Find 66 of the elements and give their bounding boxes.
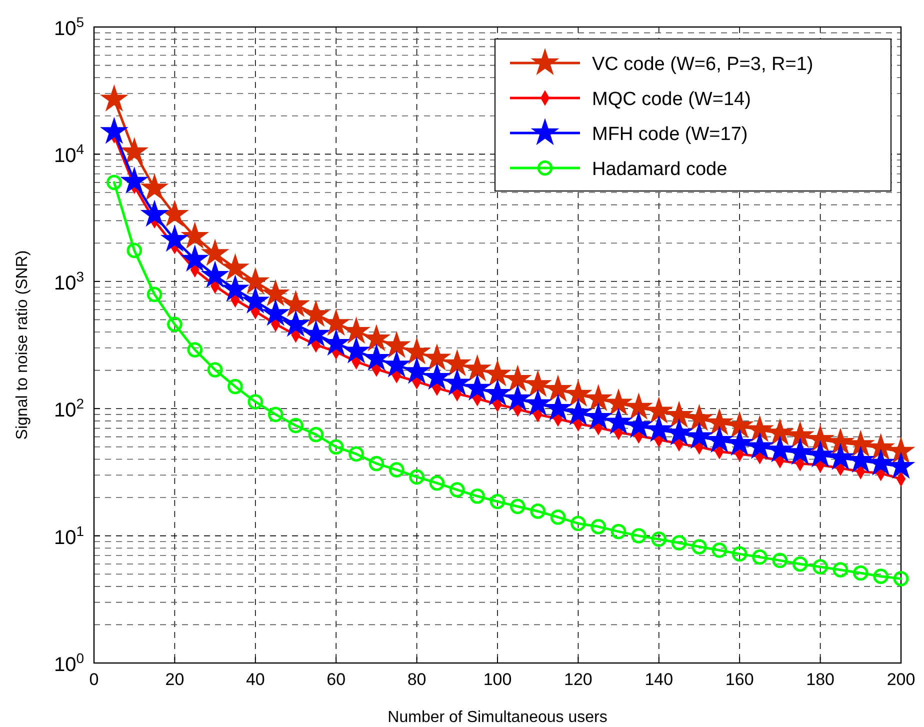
x-tick-label: 120 bbox=[564, 670, 592, 690]
point bbox=[590, 518, 606, 534]
x-tick-label: 80 bbox=[407, 670, 426, 690]
point bbox=[888, 452, 914, 478]
point bbox=[671, 535, 687, 551]
point bbox=[146, 286, 162, 302]
x-tick-label: 20 bbox=[165, 670, 184, 690]
x-axis-title: Number of Simultaneous users bbox=[388, 709, 608, 726]
point bbox=[100, 118, 128, 144]
point bbox=[106, 174, 122, 190]
legend-label: MQC code (W=14) bbox=[592, 89, 751, 110]
point bbox=[873, 568, 889, 584]
y-axis-title: Signal to noise ratio (SNR) bbox=[14, 250, 31, 440]
point bbox=[550, 510, 566, 525]
point bbox=[308, 426, 324, 442]
point bbox=[449, 482, 465, 498]
legend-label: MFH code (W=17) bbox=[592, 124, 748, 145]
y-tick-label: 10$^{4}$ bbox=[54, 141, 84, 168]
point bbox=[893, 571, 909, 586]
x-tick-label: 0 bbox=[89, 670, 99, 690]
legend-label: VC code (W=6, P=3, R=1) bbox=[592, 54, 814, 75]
x-tick-label: 140 bbox=[644, 670, 674, 690]
point bbox=[772, 552, 788, 568]
x-tick-label: 60 bbox=[326, 670, 346, 690]
point bbox=[368, 456, 384, 472]
legend-label: Hadamard code bbox=[592, 159, 728, 180]
point bbox=[248, 394, 264, 410]
x-tick-label: 180 bbox=[806, 670, 834, 690]
point bbox=[288, 418, 304, 434]
point bbox=[812, 559, 828, 575]
point bbox=[752, 549, 768, 565]
point bbox=[570, 516, 586, 532]
point bbox=[732, 546, 748, 562]
point bbox=[228, 378, 243, 394]
point bbox=[852, 565, 868, 581]
y-tick-label: 10$^{5}$ bbox=[54, 14, 84, 40]
point bbox=[100, 85, 128, 111]
point bbox=[187, 342, 203, 358]
x-tick-label: 200 bbox=[886, 670, 916, 690]
point bbox=[409, 469, 424, 485]
point bbox=[510, 498, 526, 514]
point bbox=[832, 562, 848, 578]
x-tick-label: 160 bbox=[725, 670, 754, 690]
point bbox=[530, 504, 546, 519]
point bbox=[631, 528, 646, 544]
point bbox=[348, 446, 364, 462]
point bbox=[610, 524, 626, 540]
point bbox=[126, 242, 142, 258]
point bbox=[792, 556, 808, 572]
y-tick-label: 10$^{2}$ bbox=[54, 396, 84, 422]
point bbox=[268, 406, 284, 422]
point bbox=[470, 488, 486, 504]
y-tick-label: 10$^{1}$ bbox=[54, 522, 84, 549]
point bbox=[429, 475, 445, 491]
point bbox=[328, 439, 344, 455]
point bbox=[712, 542, 728, 558]
point bbox=[651, 532, 667, 547]
x-tick-label: 100 bbox=[483, 670, 512, 690]
y-tick-label: 10$^{0}$ bbox=[54, 650, 84, 676]
x-tick-label: 40 bbox=[246, 670, 265, 690]
y-tick-label: 10$^{3}$ bbox=[54, 268, 84, 294]
point bbox=[388, 462, 404, 478]
point bbox=[490, 494, 506, 510]
point bbox=[692, 539, 707, 554]
point bbox=[207, 362, 223, 378]
point bbox=[167, 316, 182, 332]
